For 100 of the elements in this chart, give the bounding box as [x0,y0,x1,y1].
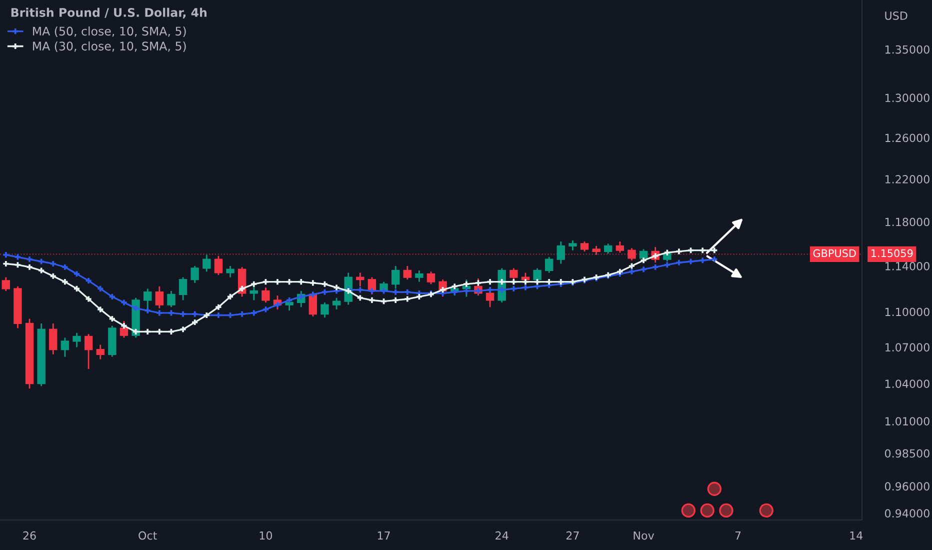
point [546,279,552,285]
x-tick-label: Oct [138,531,157,540]
point [98,306,104,312]
candlestick [72,332,81,348]
point [628,268,635,274]
point [74,271,80,277]
point [522,284,528,290]
y-tick-label: 1.26000 [885,134,930,142]
y-tick-label: 1.10000 [885,308,930,316]
x-tick-label: 24 [496,531,508,540]
point [322,281,328,287]
text: British Pound / U.S. Dollar, 4h [11,8,207,18]
candlestick [190,265,199,284]
point [62,264,68,270]
point [404,289,410,295]
point [369,297,375,303]
point [3,260,9,267]
point [14,254,20,260]
candlestick [84,333,93,370]
point [156,310,162,316]
point [192,320,198,326]
candlestick [214,255,223,276]
x-tick-label: 27 [566,531,579,540]
y-tick-label: 1.01000 [885,417,930,426]
point [640,258,646,264]
point [700,248,706,254]
point [274,302,280,308]
point [392,289,398,295]
candlestick [332,297,341,310]
point [262,306,268,312]
y-tick-label: 1.07000 [885,343,930,352]
point [26,264,32,270]
candlestick [544,256,554,274]
point [62,279,68,285]
x-tick-label: Nov [634,531,654,540]
ref-line-label: GBPUSD [813,249,856,258]
point [510,279,516,285]
point [499,279,505,285]
candlestick [320,302,329,318]
point [452,284,458,290]
candlestick [533,268,542,283]
point [357,287,363,293]
point [522,279,528,285]
point [452,289,458,295]
y-tick-label: 1.18000 [885,218,930,226]
point [499,287,505,293]
legend-label: MA (50, close, 10, SMA, 5) [33,26,186,37]
point [86,296,92,302]
candlestick [49,322,58,356]
y-axis-title: USD [885,11,908,20]
point [251,310,257,316]
point [380,288,387,294]
x-tick-label: 10 [260,531,272,540]
point [676,260,682,266]
point [14,262,20,268]
point [121,300,127,306]
candlestick [285,299,294,312]
point [38,268,44,274]
candlestick [580,240,589,252]
point [216,312,222,318]
y-tick-label: 1.30000 [885,94,930,102]
point [121,323,127,329]
point [310,280,316,286]
point [464,288,470,294]
point [286,297,292,303]
point [38,258,44,264]
candlestick [604,243,612,254]
point [712,248,718,254]
point [50,260,56,267]
point [628,263,635,269]
y-tick-label: 1.14000 [885,262,930,270]
point [404,296,410,302]
point [3,252,9,258]
point [487,287,493,293]
text: 1.15059 [871,249,913,258]
point [475,280,482,286]
point [688,248,694,254]
point [322,289,328,295]
legend-label: MA (30, close, 10, SMA, 5) [33,41,186,52]
candlestick [2,276,10,292]
candlestick [568,240,577,252]
point [298,279,304,285]
candlestick [391,265,400,290]
point [617,268,623,274]
point [369,288,375,294]
point [98,286,104,292]
candlestick [556,240,565,264]
candlestick [178,276,188,301]
candlestick [60,336,70,358]
point [86,278,92,284]
candlestick [426,270,436,285]
point [487,279,493,285]
point [510,286,516,292]
x-tick-label: 17 [378,531,390,540]
candlestick [474,278,482,296]
point [664,250,670,256]
y-tick-label: 1.35000 [885,45,930,54]
point [676,248,682,254]
point [74,286,80,292]
candlestick [616,240,624,254]
